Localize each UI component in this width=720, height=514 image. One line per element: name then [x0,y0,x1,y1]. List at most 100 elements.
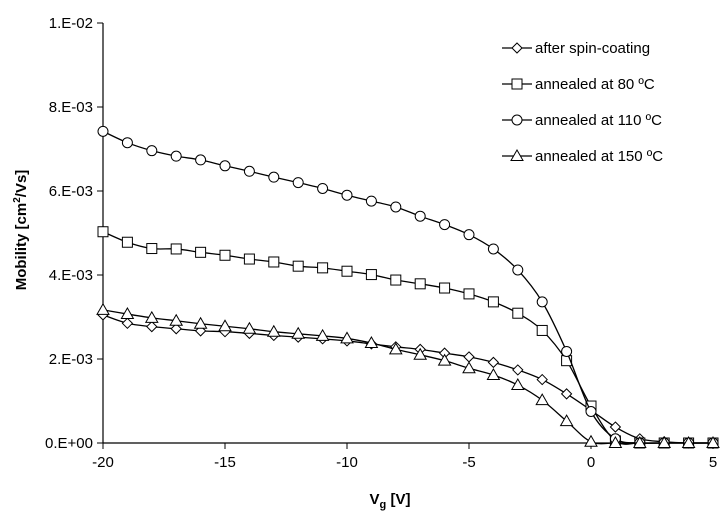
series-annealed-at-110-c [97,125,719,449]
data-point-annealed-at-80-c [536,324,548,336]
data-point-annealed-at-110-c [219,160,231,172]
data-point-annealed-at-110-c [512,264,524,276]
data-point-annealed-at-80-c [365,269,377,281]
data-point-after-spin-coating [487,356,500,369]
data-point-annealed-at-80-c [170,243,182,255]
data-point-annealed-at-110-c [585,406,597,417]
data-point-annealed-at-80-c [243,253,255,265]
legend-marker-diamond [511,42,523,54]
x-tick-label: 5 [709,454,717,471]
x-tick-label: -15 [214,454,236,471]
data-point-annealed-at-80-c [292,260,304,272]
data-point-annealed-at-80-c [97,226,109,238]
legend-item-annealed-at-150-c: annealed at 150 ºC [502,148,663,165]
data-point-annealed-at-110-c [365,195,377,207]
data-point-after-spin-coating [170,323,182,335]
data-point-annealed-at-150-c [266,324,281,337]
data-point-annealed-at-80-c [390,274,402,286]
legend: after spin-coating annealed at 80 ºC annea… [502,40,663,165]
data-point-after-spin-coating [463,351,475,363]
x-tick-label: -5 [462,454,475,471]
data-point-annealed-at-110-c [317,182,329,194]
data-point-annealed-at-150-c [657,435,672,448]
data-point-annealed-at-150-c [437,353,452,366]
data-point-annealed-at-110-c [341,189,353,201]
data-point-annealed-at-150-c [681,435,696,448]
data-point-annealed-at-80-c [121,236,133,248]
series-line-annealed-at-80-c [102,231,713,445]
data-point-annealed-at-150-c [120,307,135,320]
legend-item-annealed-at-80-c: annealed at 80 ºC [502,76,655,93]
legend-label: after spin-coating [535,40,650,57]
data-point-annealed-at-110-c [170,150,182,162]
x-tick-label: -10 [336,454,358,471]
data-point-annealed-at-80-c [219,249,231,261]
data-point-after-spin-coating [121,317,134,330]
data-point-annealed-at-150-c [559,414,574,427]
data-point-annealed-at-110-c [414,210,426,222]
data-point-after-spin-coating [512,364,524,376]
data-point-annealed-at-150-c [193,316,208,329]
data-point-annealed-at-80-c [268,256,280,268]
data-point-annealed-at-110-c [292,177,304,189]
data-point-annealed-at-110-c [268,171,280,183]
data-point-annealed-at-110-c [463,229,475,241]
data-point-annealed-at-150-c [535,393,550,406]
series-after-spin-coating [97,309,719,449]
data-point-annealed-at-150-c [462,361,476,374]
data-point-annealed-at-150-c [169,313,184,326]
legend-item-after-spin-coating: after spin-coating [502,40,650,57]
data-point-annealed-at-150-c [608,435,623,448]
data-point-annealed-at-110-c [195,154,207,166]
data-point-annealed-at-80-c [317,262,329,274]
data-point-annealed-at-150-c [413,347,428,360]
series-layer [96,125,720,449]
data-point-annealed-at-110-c [390,201,402,213]
data-point-annealed-at-150-c [706,435,720,448]
data-point-annealed-at-150-c [144,310,159,323]
series-line-annealed-at-110-c [102,130,713,444]
data-point-annealed-at-80-c [439,282,451,294]
data-point-annealed-at-150-c [364,336,379,349]
y-tick-label: 2.E-03 [49,351,93,368]
data-point-after-spin-coating [146,320,158,333]
data-point-annealed-at-150-c [242,321,257,334]
legend-label: annealed at 80 ºC [535,76,655,93]
legend-item-annealed-at-110-c: annealed at 110 ºC [502,112,662,129]
data-point-annealed-at-80-c [512,307,524,319]
data-point-annealed-at-150-c [632,435,647,448]
series-annealed-at-80-c [97,226,719,449]
data-point-annealed-at-150-c [291,326,306,339]
data-point-annealed-at-110-c [487,243,499,255]
data-point-after-spin-coating [536,373,548,386]
legend-marker-triangle [510,148,524,161]
data-point-annealed-at-110-c [439,219,451,231]
legend-marker-circle [511,114,523,126]
data-point-annealed-at-110-c [243,165,255,177]
x-axis-title: Vg [V] [370,491,411,511]
data-point-after-spin-coating [560,388,573,400]
y-tick-label: 8.E-03 [49,99,93,116]
data-point-annealed-at-80-c [341,265,353,277]
data-point-annealed-at-150-c [340,331,354,344]
data-point-annealed-at-80-c [414,278,426,290]
data-point-annealed-at-110-c [97,125,109,137]
y-tick-label: 6.E-03 [49,183,93,200]
data-point-annealed-at-80-c [463,288,475,300]
data-point-annealed-at-110-c [146,145,158,157]
legend-label: annealed at 150 ºC [535,148,663,165]
data-point-annealed-at-110-c [536,296,548,308]
y-axis-ticks: 0.E+00 2.E-03 4.E-03 6.E-03 8.E-03 1.E-02 [45,15,103,452]
x-axis-ticks: -20 -15 -10 -5 0 5 [92,443,717,471]
data-point-annealed-at-80-c [195,246,207,258]
x-tick-label: 0 [587,454,595,471]
y-axis-title: Mobility [cm2/Vs] [12,170,30,291]
data-point-annealed-at-80-c [146,243,158,255]
data-point-annealed-at-80-c [487,296,499,308]
y-tick-label: 0.E+00 [45,435,93,452]
legend-marker-square [511,78,523,90]
data-point-annealed-at-150-c [510,378,525,391]
data-point-annealed-at-150-c [218,319,232,332]
data-point-annealed-at-150-c [96,302,110,315]
